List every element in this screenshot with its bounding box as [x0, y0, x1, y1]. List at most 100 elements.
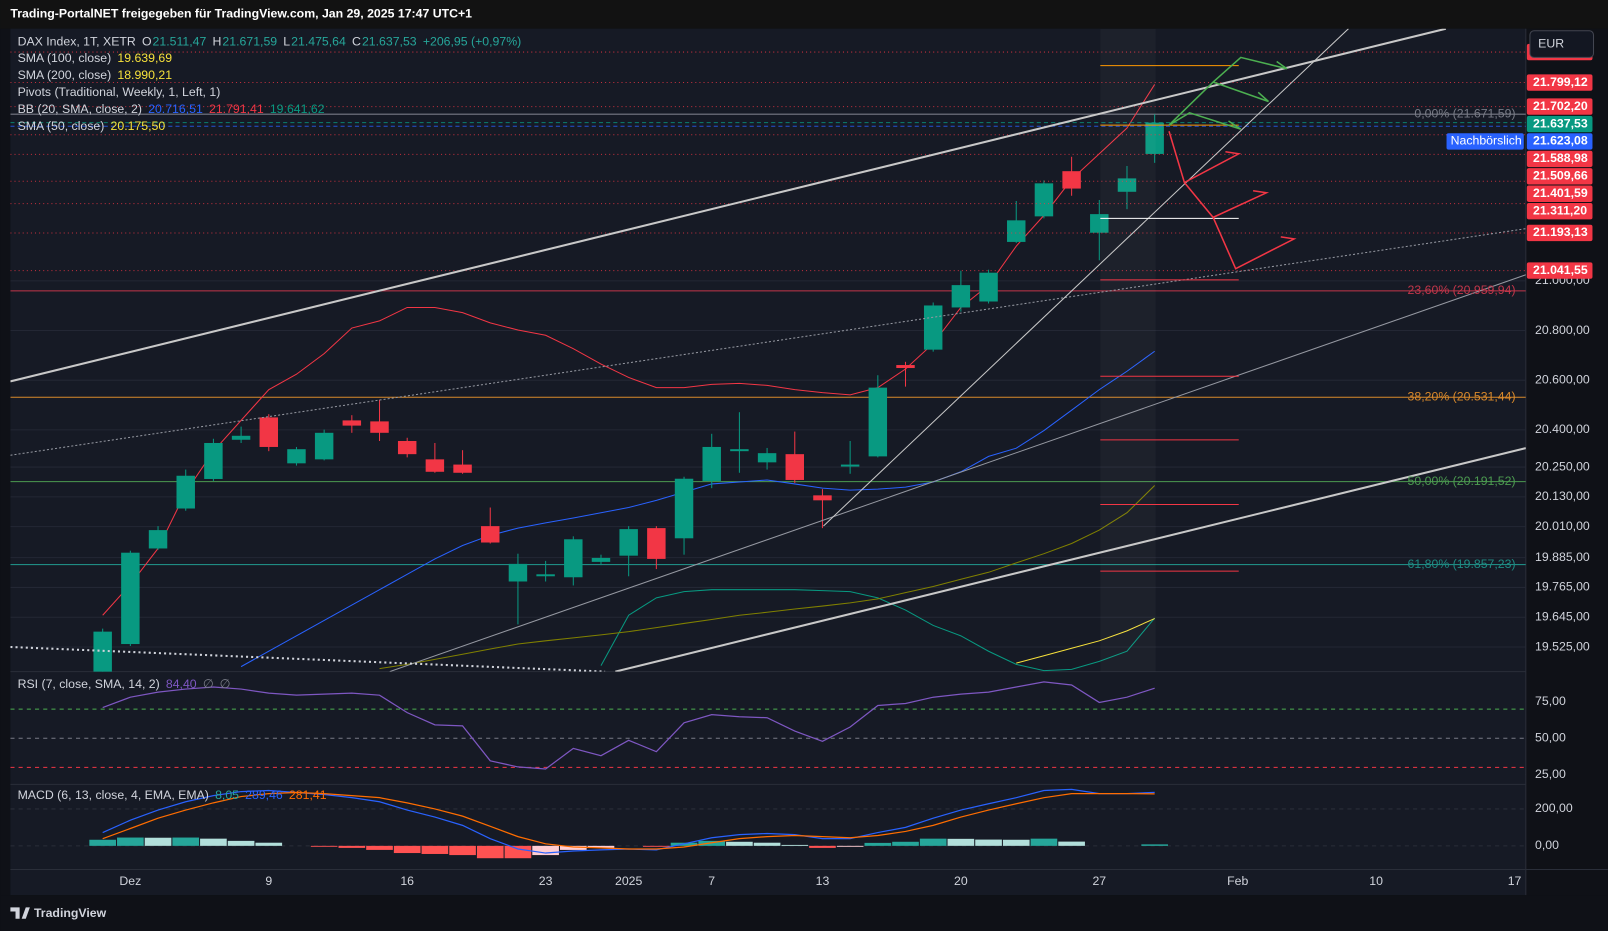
top-bar [0, 0, 1608, 29]
indicator-line [600, 589, 1156, 672]
price-label-box [1526, 262, 1593, 279]
y-tick-label: 19.525,00 [1535, 639, 1590, 653]
trend-line [389, 274, 1526, 672]
price-label-box [1526, 202, 1593, 220]
price-label: 21.588,98 [1533, 151, 1588, 165]
arrow-path [1183, 182, 1270, 219]
price-label-box [1526, 150, 1593, 168]
currency-button[interactable] [1529, 30, 1595, 58]
histogram-bar [698, 840, 726, 846]
x-tick-label: 13 [816, 874, 830, 888]
price-label-box [1526, 168, 1593, 185]
indicator-line [379, 485, 1156, 670]
candle-body [259, 417, 279, 447]
legend-value: 21.791,41 [209, 102, 264, 116]
fib-label: 23,60% (20.959,94) [1408, 283, 1516, 297]
candle-body [204, 442, 223, 479]
price-label: 21.041,55 [1533, 263, 1588, 277]
candle-body [231, 435, 251, 440]
price-label-box [1526, 74, 1593, 91]
candle-body [564, 539, 583, 578]
histogram-bar [476, 845, 504, 859]
arrow-path [1212, 81, 1269, 103]
y-tick-label: 20.250,00 [1535, 459, 1590, 473]
histogram-bar [1030, 838, 1058, 846]
legend-value: 21.671,59 [222, 34, 277, 48]
price-label-box [1526, 224, 1593, 242]
histogram-bar [117, 837, 144, 846]
fib-label: 38,20% (20.531,44) [1408, 389, 1516, 403]
candle-body [508, 563, 528, 582]
macd-line [102, 791, 1155, 850]
legend-key: L [283, 34, 290, 48]
price-label: 21.799,12 [1533, 75, 1588, 89]
x-tick-label: 2025 [615, 874, 643, 888]
price-label-box [1526, 133, 1593, 150]
candle-body [453, 464, 472, 473]
legend-value: ∅ [220, 677, 231, 691]
y-tick-label: 200,00 [1535, 801, 1573, 815]
y-tick-label: 19.645,00 [1535, 609, 1590, 623]
rsi-line [102, 681, 1155, 770]
legend-value: 21.637,53 [362, 34, 417, 48]
price-label: 21.311,20 [1533, 203, 1587, 217]
legend-name: Pivots (Traditional, Weekly, 1, Left, 1) [18, 85, 221, 99]
fib-label: 0,00% (21.671,59) [1414, 106, 1515, 120]
candle-body [702, 446, 721, 481]
histogram-bar [809, 845, 836, 848]
candle-body [397, 440, 417, 455]
candle-body [647, 528, 666, 559]
candle-body [813, 495, 832, 501]
histogram-bar [947, 838, 975, 846]
y-tick-label: 0,00 [1535, 838, 1559, 852]
histogram-bar [836, 845, 864, 847]
price-tag: Nachbörslich [1451, 134, 1522, 148]
histogram-bar [753, 842, 781, 846]
fib-label: 61,80% (19.857,23) [1408, 557, 1516, 571]
candle-body [1145, 122, 1164, 154]
candle-body [896, 365, 915, 369]
x-tick-label: Feb [1227, 874, 1248, 888]
histogram-bar [338, 845, 366, 848]
header-text: Trading-PortalNET freigegeben für Tradin… [10, 7, 472, 21]
trend-line [615, 447, 1526, 672]
x-tick-label: 7 [708, 874, 715, 888]
histogram-bar [532, 845, 559, 856]
candle-body [287, 449, 306, 464]
trend-line [10, 228, 1526, 456]
candle-body [785, 454, 804, 480]
overlay: 21.000,0020.800,0020.600,0020.400,0020.2… [18, 34, 1593, 888]
candle-body [730, 449, 749, 452]
main-pane [10, 51, 1526, 672]
histogram-bar [643, 845, 670, 847]
trend-line [823, 28, 1349, 527]
candle-body [1034, 183, 1054, 217]
indicator-line [240, 350, 1155, 668]
y-tick-label: 19.765,00 [1535, 580, 1590, 594]
macd-pane [10, 788, 1526, 859]
price-label: 21.193,13 [1533, 225, 1588, 239]
histogram-bar [864, 842, 892, 846]
x-tick-label: 10 [1369, 874, 1383, 888]
y-tick-label: 50,00 [1535, 730, 1566, 744]
histogram-bar [781, 844, 809, 846]
histogram-bar [504, 845, 532, 859]
legend-key: H [213, 34, 222, 48]
price-label: 21.702,20 [1533, 99, 1588, 113]
histogram-bar [393, 845, 421, 854]
price-label-box [1526, 115, 1593, 133]
candle-body [536, 574, 555, 577]
candle-body [148, 530, 168, 549]
x-tick-label: 17 [1508, 874, 1522, 888]
legend-value: 19.641,62 [270, 102, 325, 116]
histogram-bar [975, 839, 1002, 846]
currency-label[interactable]: EUR [1538, 36, 1564, 50]
price-label: 21.637,53 [1533, 116, 1588, 130]
price-label: 21.509,66 [1533, 169, 1588, 183]
legend-name: BB (20, SMA, close, 2) [18, 102, 142, 116]
legend-name: SMA (100, close) [18, 51, 112, 65]
legend-value: 19.639,69 [117, 51, 172, 65]
legend-value: 20.175,50 [111, 119, 166, 133]
y-tick-label: 20.600,00 [1535, 372, 1590, 386]
